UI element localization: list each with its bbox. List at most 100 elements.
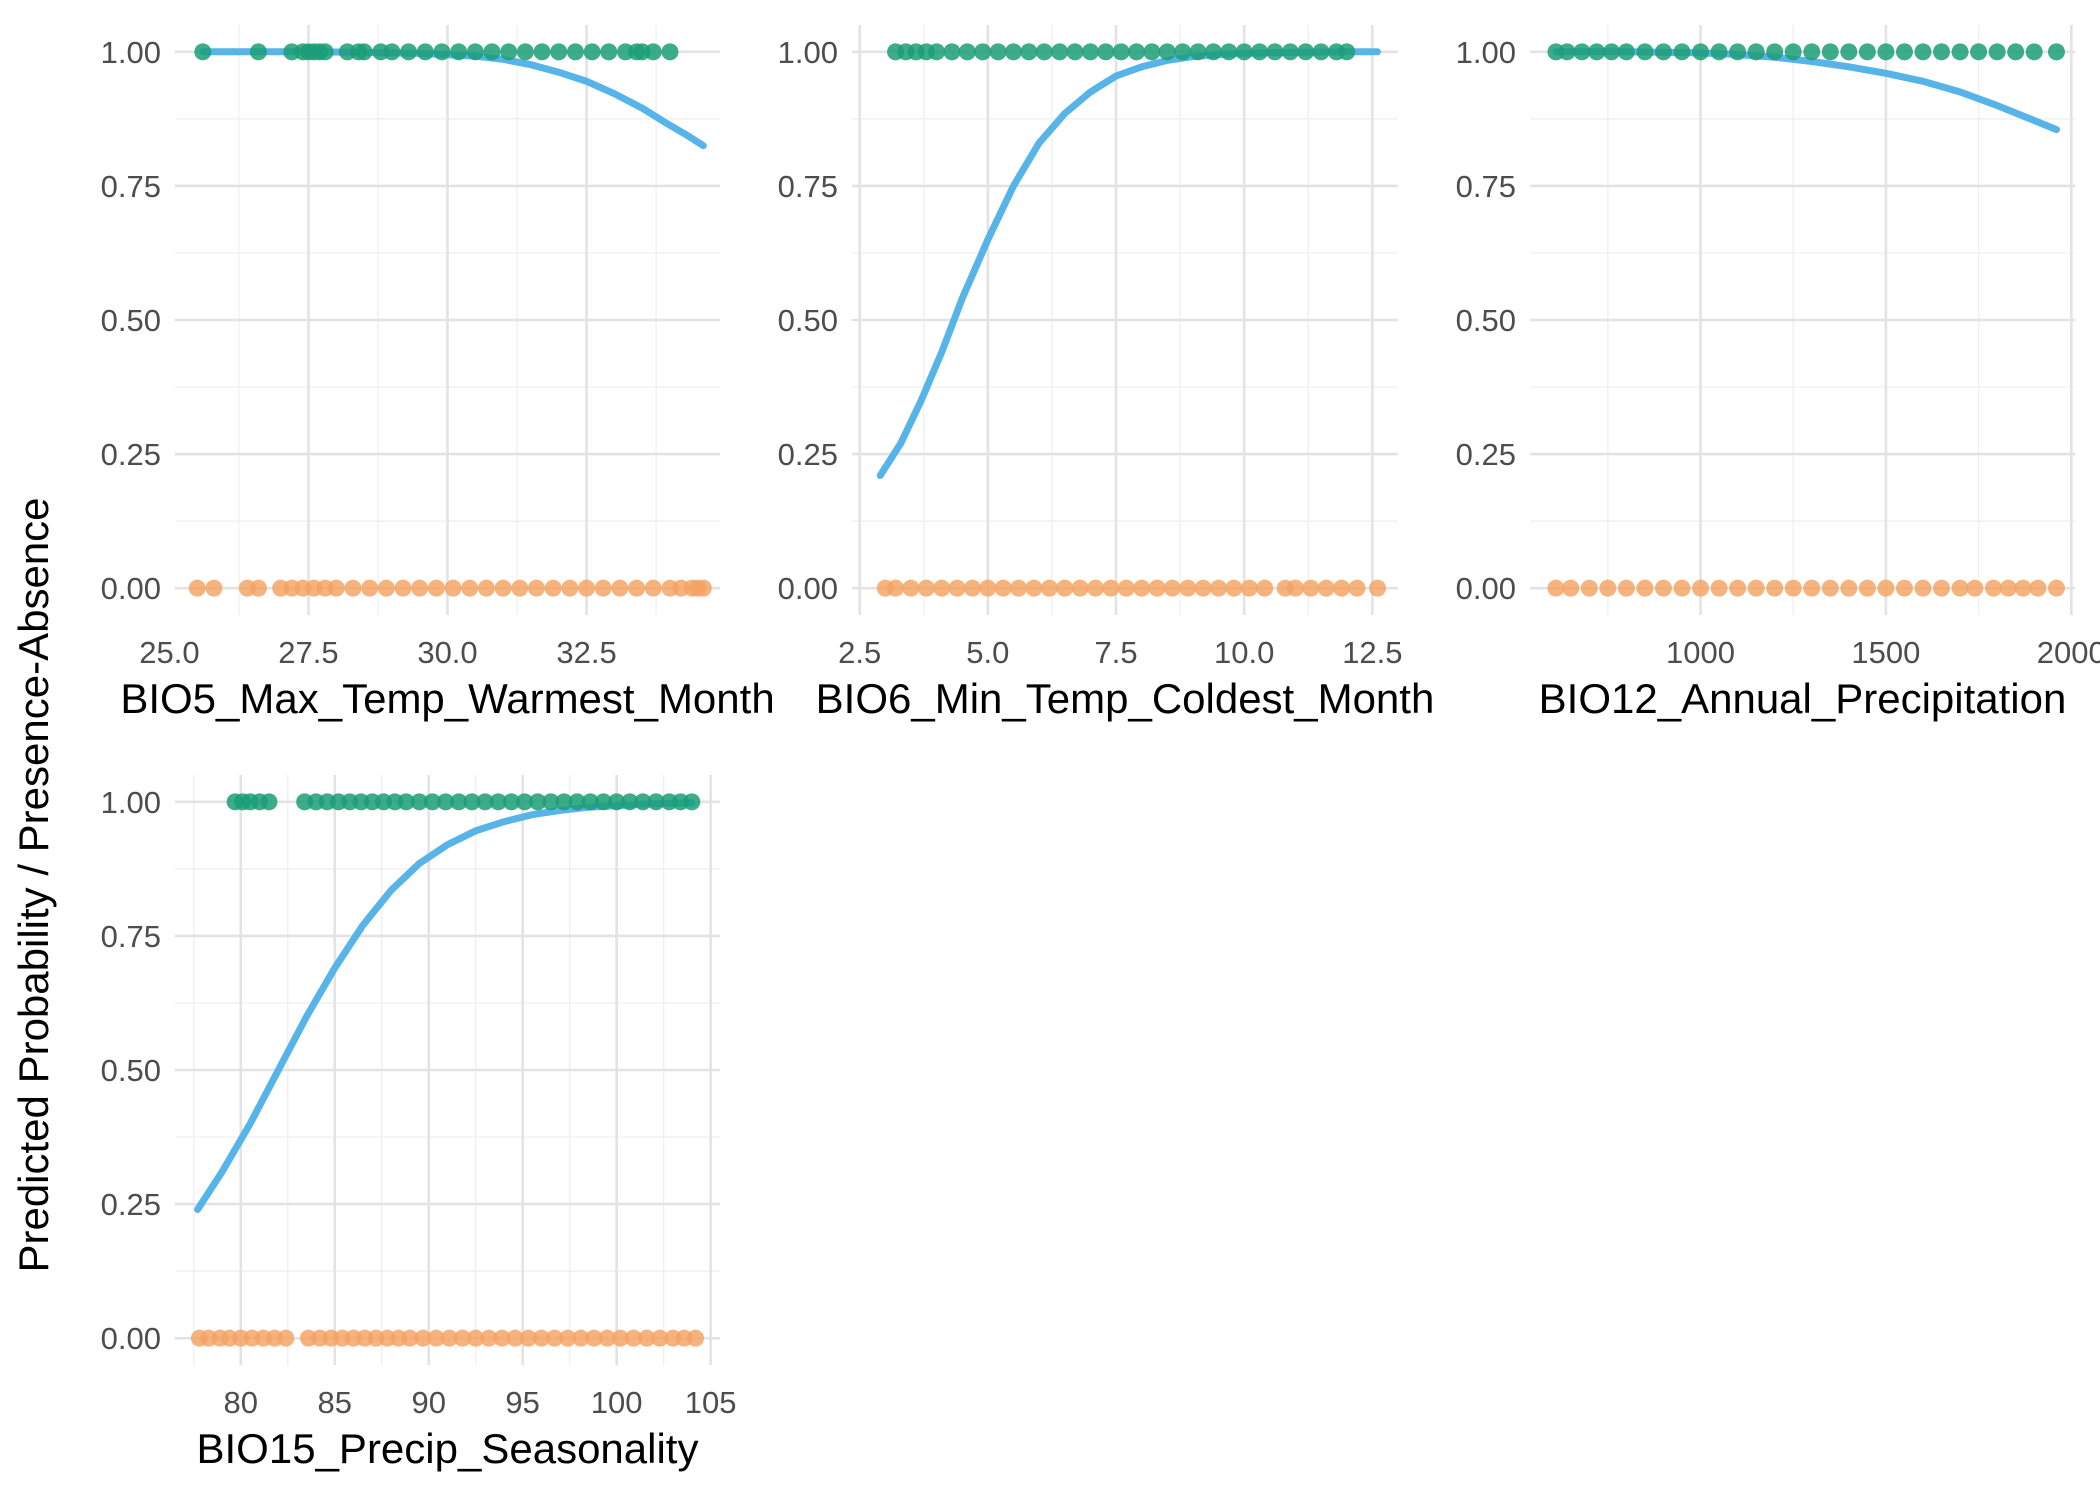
absence-point (1286, 579, 1304, 597)
absence-point (625, 1329, 643, 1347)
absence-point (1040, 579, 1058, 597)
presence-point (500, 43, 518, 61)
absence-point (948, 579, 966, 597)
presence-points (887, 43, 1356, 61)
presence-point (1766, 43, 1784, 61)
presence-point (355, 43, 373, 61)
presence-point (397, 793, 415, 811)
presence-point (450, 43, 468, 61)
absence-point (963, 579, 981, 597)
presence-point (1220, 43, 1238, 61)
absence-point (249, 579, 267, 597)
absence-point (1617, 579, 1635, 597)
presence-point (581, 793, 599, 811)
presence-point (260, 793, 278, 811)
presence-point (433, 43, 451, 61)
presence-point (466, 43, 484, 61)
presence-point (1988, 43, 2006, 61)
absence-point (1803, 579, 1821, 597)
absence-point (2029, 579, 2047, 597)
x-tick-label: 95 (505, 1385, 539, 1420)
absence-point (1933, 579, 1951, 597)
absence-point (1368, 579, 1386, 597)
presence-point (1251, 43, 1269, 61)
presence-point (249, 43, 267, 61)
y-axis-title: Predicted Probability / Presence-Absence (10, 497, 57, 1272)
absence-point (1256, 579, 1274, 597)
presence-point (542, 793, 560, 811)
absence-point (1673, 579, 1691, 597)
presence-point (2025, 43, 2043, 61)
y-tick-label: 0.00 (778, 571, 838, 606)
absence-point (1102, 579, 1120, 597)
x-tick-label: 27.5 (278, 635, 338, 670)
presence-point (1266, 43, 1284, 61)
absence-point (440, 1329, 458, 1347)
x-tick-label: 30.0 (417, 635, 477, 670)
absence-point (1895, 579, 1913, 597)
presence-point (1951, 43, 1969, 61)
absence-point (917, 579, 935, 597)
absence-point (651, 1329, 669, 1347)
presence-point (1035, 43, 1053, 61)
x-tick-label: 2000 (2037, 635, 2100, 670)
absence-point (1133, 579, 1151, 597)
absence-point (1547, 579, 1565, 597)
x-axis-title: BIO6_Min_Temp_Coldest_Month (816, 675, 1435, 722)
absence-point (461, 579, 479, 597)
y-tick-label: 0.50 (1456, 303, 1516, 338)
absence-point (1877, 579, 1895, 597)
x-tick-label: 1500 (1851, 635, 1920, 670)
absence-point (561, 579, 579, 597)
y-tick-label: 1.00 (778, 35, 838, 70)
presence-point (1617, 43, 1635, 61)
presence-point (974, 43, 992, 61)
absence-point (344, 579, 362, 597)
presence-point (1654, 43, 1672, 61)
x-tick-label: 5.0 (966, 635, 1009, 670)
absence-point (1951, 579, 1969, 597)
absence-point (1580, 579, 1598, 597)
absence-point (572, 1329, 590, 1347)
absence-point (598, 1329, 616, 1347)
presence-point (644, 43, 662, 61)
presence-point (1112, 43, 1130, 61)
presence-point (1636, 43, 1654, 61)
presence-point (566, 43, 584, 61)
absence-point (544, 579, 562, 597)
absence-point (477, 579, 495, 597)
x-tick-label: 7.5 (1094, 635, 1137, 670)
presence-point (1004, 43, 1022, 61)
y-tick-label: 1.00 (1456, 35, 1516, 70)
presence-point (1729, 43, 1747, 61)
absence-point (527, 579, 545, 597)
absence-point (611, 1329, 629, 1347)
x-tick-label: 1000 (1666, 635, 1735, 670)
presence-points (1547, 43, 2065, 61)
presence-point (1692, 43, 1710, 61)
presence-point (928, 43, 946, 61)
presence-point (661, 43, 679, 61)
panel-grid: 0.00 0.25 0.50 0.75 1.00 25.0 27.5 30.0 32.5 BIO5… (101, 25, 2100, 1472)
absence-point (1821, 579, 1839, 597)
absence-point (519, 1329, 537, 1347)
absence-point (427, 579, 445, 597)
x-tick-label: 100 (591, 1385, 643, 1420)
x-tick-label: 85 (317, 1385, 351, 1420)
absence-point (994, 579, 1012, 597)
presence-point (1858, 43, 1876, 61)
presence-point (423, 793, 441, 811)
presence-point (1143, 43, 1161, 61)
absence-point (1747, 579, 1765, 597)
presence-point (489, 793, 507, 811)
presence-point (568, 793, 586, 811)
absence-point (1710, 579, 1728, 597)
absence-point (887, 579, 905, 597)
x-tick-label: 12.5 (1342, 635, 1402, 670)
presence-point (383, 43, 401, 61)
presence-point (400, 43, 418, 61)
absence-point (1858, 579, 1876, 597)
presence-point (555, 793, 573, 811)
x-axis-title: BIO15_Precip_Seasonality (197, 1425, 699, 1472)
y-tick-label: 0.75 (101, 919, 161, 954)
